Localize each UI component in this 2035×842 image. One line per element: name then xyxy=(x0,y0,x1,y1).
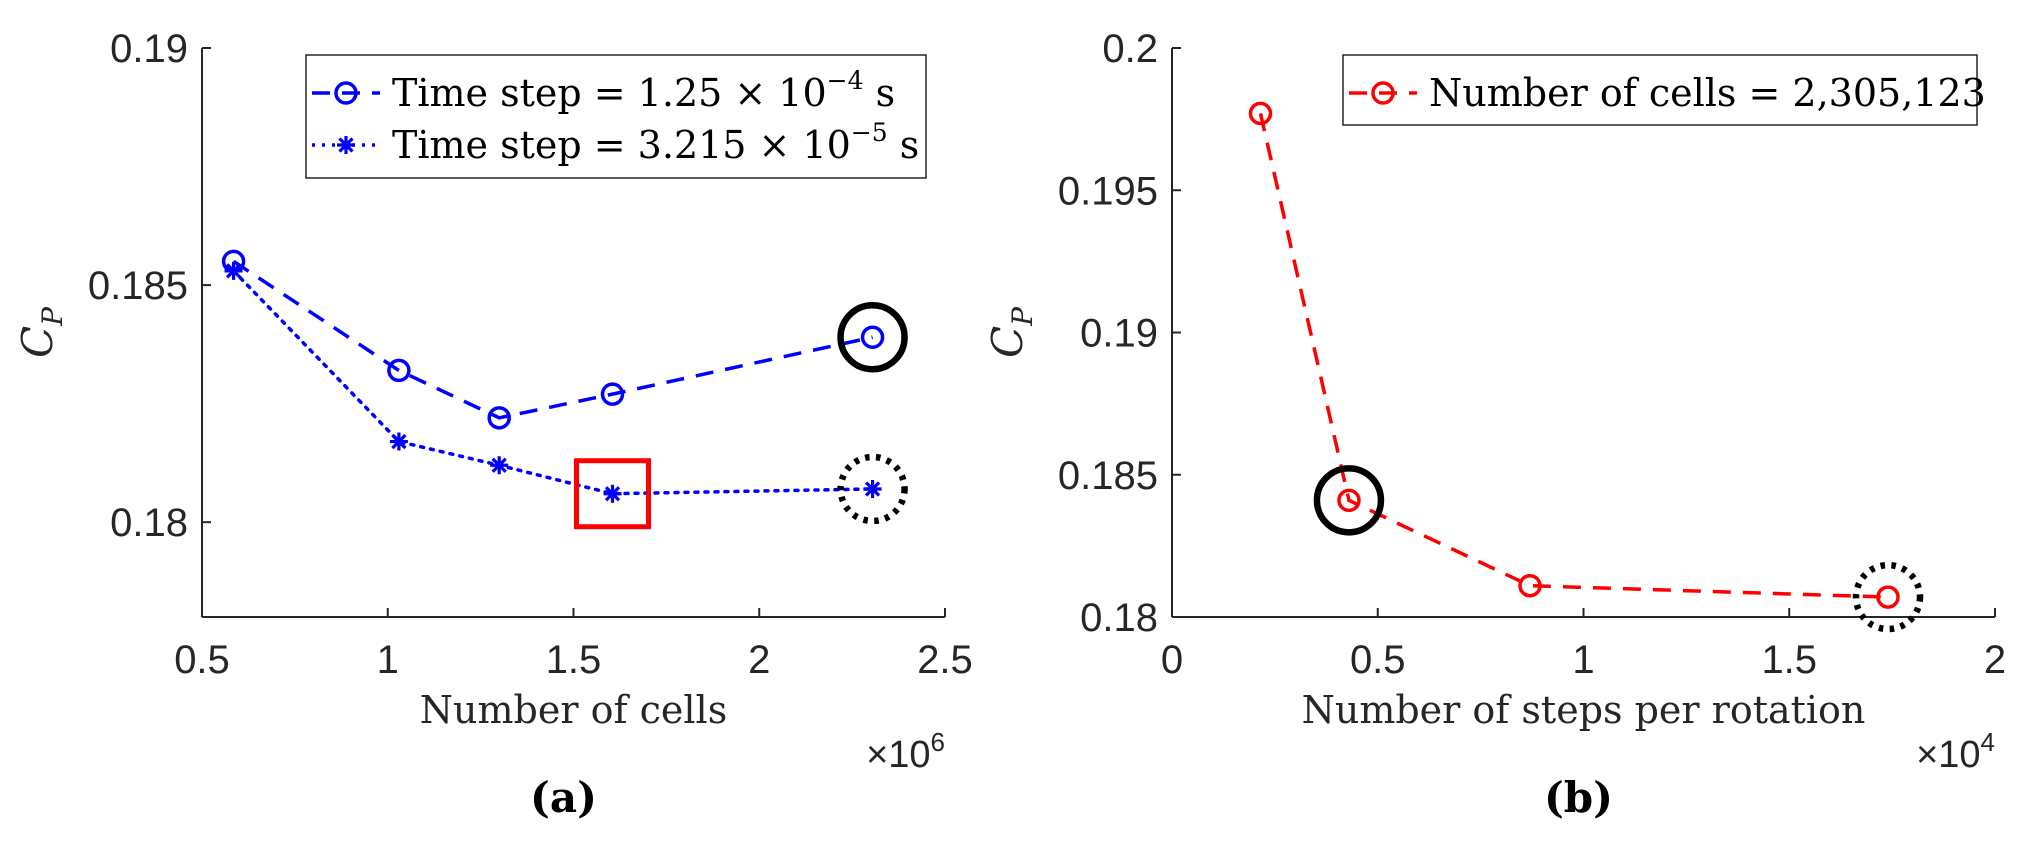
annotation-square xyxy=(574,458,652,530)
panel-a: 0.5 1 1.5 2 2.5 0.18 0.185 0.19 Number of cells ×… xyxy=(13,27,973,822)
x-tick-label: 0 xyxy=(1161,638,1183,682)
legend-label-exponent: −4 xyxy=(827,66,864,95)
series-1-point xyxy=(603,484,622,503)
x-tick-label: 1.5 xyxy=(546,638,602,682)
y-tick-label: 0.19 xyxy=(110,27,188,71)
y-tick-label: 0.18 xyxy=(1080,596,1158,640)
series-0-line xyxy=(1258,113,1889,599)
series-0-point xyxy=(1248,101,1273,126)
x-exponent-power: 6 xyxy=(931,727,945,757)
series-1-point xyxy=(224,261,243,280)
legend-label-text: Time step = 3.215 × 10 xyxy=(392,123,851,167)
legend-label-text: Number of cells = 2,305,123 xyxy=(1429,71,1986,115)
series-0-point xyxy=(1518,573,1542,598)
x-tick-label: 1.5 xyxy=(1761,638,1817,682)
series-1-point xyxy=(863,479,882,498)
annotation-circle xyxy=(837,301,908,373)
series-0-point xyxy=(1337,488,1361,513)
x-exponent-power: 4 xyxy=(1981,727,1995,757)
series-0-point xyxy=(600,382,625,406)
legend-box xyxy=(1342,54,1978,126)
legend-label: Number of cells = 2,305,123 xyxy=(1429,71,1986,115)
x-axis-label: Number of steps per rotation xyxy=(1302,688,1866,732)
legend-marker xyxy=(1371,81,1395,105)
x-exponent: ×106 xyxy=(866,727,945,776)
x-exponent-base: ×10 xyxy=(866,734,930,776)
series-0-point xyxy=(487,406,511,430)
x-tick-label: 1 xyxy=(377,638,399,682)
y-axis-label-sub: P xyxy=(1006,306,1039,327)
y-axis-label-main: C xyxy=(13,326,62,358)
x-axis-label: Number of cells xyxy=(420,688,727,732)
legend-label-text: Time step = 1.25 × 10 xyxy=(392,71,827,115)
annotation-circle xyxy=(1313,465,1385,536)
series-1-point xyxy=(490,456,509,475)
y-tick-label: 0.195 xyxy=(1058,169,1158,213)
panel-label: (a) xyxy=(530,773,597,822)
series-0-point xyxy=(1876,585,1900,609)
x-tick-label: 0.5 xyxy=(174,638,230,682)
series-1-point xyxy=(389,432,408,451)
legend-label: Time step = 1.25 × 10−4 s xyxy=(392,66,895,115)
legend-box xyxy=(305,54,927,179)
x-tick-label: 0.5 xyxy=(1350,638,1406,682)
panel-b: 0 0.5 1 1.5 2 0.18 0.185 0.19 0.195 0.2 Number of … xyxy=(983,27,2006,822)
series-0-point xyxy=(860,325,885,349)
series-0-point xyxy=(387,358,411,383)
y-axis-label-sub: P xyxy=(36,306,69,327)
x-exponent: ×104 xyxy=(1916,727,1995,776)
series-0-line xyxy=(232,259,873,420)
annotation-circle xyxy=(1852,561,1924,633)
panel-label: (b) xyxy=(1544,773,1613,822)
legend-label-exponent: −5 xyxy=(851,118,888,147)
y-axis-label: CP xyxy=(13,306,69,358)
y-axis-label-main: C xyxy=(983,326,1032,358)
legend-label: Time step = 3.215 × 10−5 s xyxy=(392,118,919,167)
y-axis-label: CP xyxy=(983,306,1039,358)
legend-label-unit: s xyxy=(864,71,896,115)
legend-marker xyxy=(337,136,355,154)
y-tick-label: 0.185 xyxy=(88,264,188,308)
x-tick-label: 2 xyxy=(1984,638,2006,682)
legend-marker xyxy=(334,81,358,105)
y-tick-label: 0.185 xyxy=(1058,454,1158,498)
x-tick-label: 2.5 xyxy=(917,638,973,682)
annotation-circle xyxy=(837,453,908,525)
legend-label-unit: s xyxy=(888,123,920,167)
y-tick-label: 0.19 xyxy=(1080,312,1158,356)
y-tick-label: 0.2 xyxy=(1102,27,1158,71)
x-tick-label: 2 xyxy=(748,638,770,682)
y-tick-label: 0.18 xyxy=(110,501,188,545)
x-exponent-base: ×10 xyxy=(1916,734,1980,776)
x-tick-label: 1 xyxy=(1572,638,1594,682)
